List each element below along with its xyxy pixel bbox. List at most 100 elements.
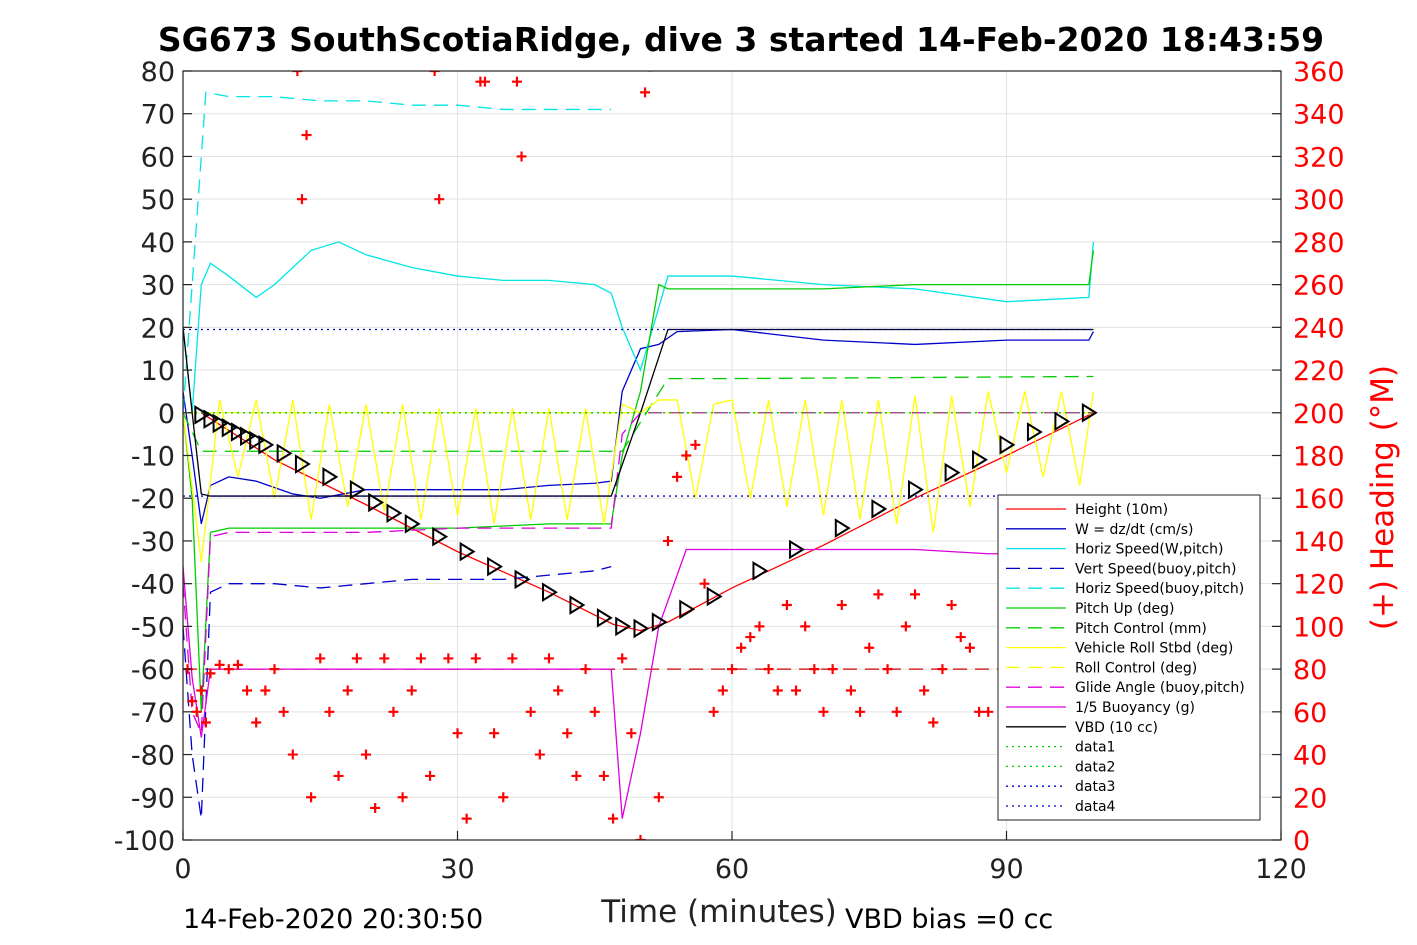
heading-point <box>882 664 893 675</box>
depth-point <box>706 586 723 607</box>
legend-entry: Pitch Control (mm) <box>1075 621 1207 637</box>
tick-label-x: 90 <box>989 854 1023 885</box>
heading-point <box>754 621 765 632</box>
heading-point <box>635 835 646 840</box>
depth-point <box>212 413 229 434</box>
heading-point <box>708 706 719 717</box>
heading-point <box>891 706 902 717</box>
depth-markers <box>194 402 1098 639</box>
tick-label-right: 60 <box>1293 698 1327 729</box>
depth-point <box>596 608 613 628</box>
heading-point <box>251 717 262 728</box>
tick-label-left: -70 <box>131 698 175 729</box>
heading-point <box>690 439 701 450</box>
heading-point <box>681 450 692 461</box>
heading-point <box>425 770 436 781</box>
heading-point <box>397 792 408 803</box>
tick-label-right: 220 <box>1293 356 1345 387</box>
heading-point <box>928 717 939 728</box>
heading-point <box>370 802 381 813</box>
tick-label-right: 40 <box>1293 741 1327 772</box>
heading-point <box>232 659 243 670</box>
heading-point <box>553 685 564 696</box>
tick-label-left: 70 <box>141 100 175 131</box>
heading-point <box>937 664 948 675</box>
heading-point <box>287 749 298 760</box>
depth-point <box>432 526 449 547</box>
heading-point <box>452 728 463 739</box>
depth-point <box>679 599 696 620</box>
heading-point <box>516 151 527 162</box>
series-line-5 <box>183 250 1095 712</box>
depth-point <box>651 612 668 632</box>
heading-point <box>223 664 234 675</box>
depth-point <box>487 556 504 577</box>
tick-label-left: -40 <box>131 570 175 601</box>
tick-label-left: 40 <box>141 228 175 259</box>
legend-entry: Vert Speed(buoy,pitch) <box>1075 561 1237 577</box>
heading-point <box>900 621 911 632</box>
heading-point <box>809 664 820 675</box>
heading-point <box>855 706 866 717</box>
tick-label-right: 80 <box>1293 655 1327 686</box>
heading-point <box>653 792 664 803</box>
heading-point <box>296 194 307 205</box>
tick-label-right: 280 <box>1293 228 1345 259</box>
heading-point <box>187 696 198 707</box>
depth-point <box>404 514 421 534</box>
heading-point <box>589 706 600 717</box>
heading-point <box>415 653 426 664</box>
heading-point <box>351 653 362 664</box>
heading-point <box>910 589 920 600</box>
heading-point <box>333 770 344 781</box>
depth-point <box>569 595 586 615</box>
tick-label-right: 200 <box>1293 399 1345 430</box>
legend: Height (10m) W = dz/dt (cm/s) Horiz Speed(… <box>997 494 1261 821</box>
depth-point <box>908 479 924 500</box>
heading-point <box>791 685 802 696</box>
depth-point <box>276 443 293 464</box>
tick-label-left: -80 <box>131 741 175 772</box>
legend-entry: 1/5 Buoyancy (g) <box>1075 700 1195 716</box>
heading-point <box>717 685 728 696</box>
tick-label-left: 30 <box>141 271 175 302</box>
tick-label-left: -20 <box>131 484 175 515</box>
heading-point <box>242 685 253 696</box>
depth-point <box>514 569 531 590</box>
heading-point <box>196 685 207 696</box>
heading-point <box>727 664 737 675</box>
heading-point <box>292 71 303 76</box>
tick-label-left: 50 <box>141 185 175 216</box>
depth-point <box>459 541 476 562</box>
heading-point <box>278 706 289 717</box>
heading-point <box>200 717 211 728</box>
heading-point <box>269 664 280 675</box>
depth-point <box>615 616 632 637</box>
heading-point <box>507 653 518 664</box>
tick-label-left: -100 <box>114 826 175 857</box>
heading-point <box>361 749 371 760</box>
heading-point <box>525 706 536 717</box>
tick-label-right: 100 <box>1293 612 1345 643</box>
depth-point <box>194 405 211 425</box>
tick-label-right: 140 <box>1293 527 1345 558</box>
heading-point <box>662 535 673 546</box>
tick-label-left: 20 <box>141 313 175 344</box>
tick-label-left: 80 <box>141 57 175 88</box>
heading-point <box>461 813 472 824</box>
depth-point <box>221 417 238 438</box>
heading-point <box>479 76 490 87</box>
heading-point <box>827 664 838 675</box>
depth-point <box>349 479 366 500</box>
tick-label-right: 340 <box>1293 100 1345 131</box>
heading-point <box>301 130 312 141</box>
heading-point <box>406 685 417 696</box>
heading-point <box>562 728 573 739</box>
depth-point <box>1081 402 1098 423</box>
heading-point <box>983 706 994 717</box>
x-axis-label: Time (minutes) <box>600 894 836 930</box>
depth-point <box>972 449 988 470</box>
depth-point <box>386 503 403 523</box>
legend-entry: data3 <box>1075 779 1115 795</box>
heading-point <box>818 706 829 717</box>
